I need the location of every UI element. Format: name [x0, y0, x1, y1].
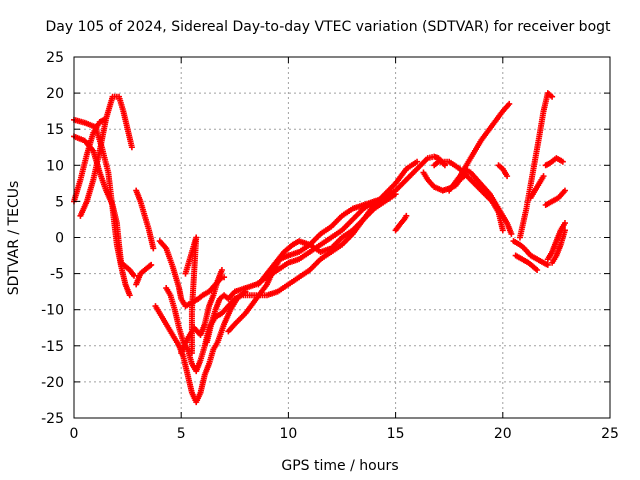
- data-track: [392, 212, 410, 234]
- data-track: [527, 173, 547, 201]
- data-point: [549, 93, 556, 100]
- data-point: [540, 173, 547, 180]
- data-point: [561, 227, 568, 234]
- data-track: [133, 187, 157, 252]
- y-tick-label: 15: [46, 122, 64, 138]
- x-tick-label: 20: [494, 426, 512, 442]
- y-tick-label: -10: [41, 303, 64, 319]
- y-tick-label: -15: [41, 339, 64, 355]
- data-point: [128, 144, 135, 151]
- data-track: [549, 227, 568, 266]
- data-track: [152, 288, 249, 406]
- data-track: [461, 165, 515, 237]
- data-point: [499, 227, 506, 234]
- data-point: [508, 230, 515, 237]
- data-point: [414, 158, 421, 165]
- data-point: [559, 158, 566, 165]
- data-track: [225, 198, 384, 335]
- data-point: [150, 245, 157, 252]
- y-tick-label: -25: [41, 411, 64, 427]
- x-tick-label: 5: [177, 426, 186, 442]
- x-tick-label: 25: [601, 426, 619, 442]
- data-track: [495, 162, 511, 180]
- data-point: [221, 274, 228, 281]
- data-track: [512, 252, 541, 273]
- y-axis: -25 -20 -15 -10 -5 0 5 10 15 20 25: [41, 50, 610, 427]
- data-point: [392, 191, 399, 198]
- y-tick-label: -20: [41, 375, 64, 391]
- chart-title: Day 105 of 2024, Sidereal Day-to-day VTE…: [45, 19, 611, 35]
- data-track: [516, 90, 556, 241]
- y-axis-label: SDTVAR / TECUs: [6, 181, 22, 296]
- x-axis: 0 5 10 15 20 25: [70, 57, 619, 442]
- data-track: [71, 116, 108, 205]
- data-track: [77, 93, 135, 219]
- x-axis-label: GPS time / hours: [281, 458, 398, 474]
- y-tick-label: -5: [50, 267, 64, 283]
- data-track: [178, 266, 225, 357]
- y-tick-label: 25: [46, 50, 64, 66]
- data-point: [506, 100, 513, 107]
- data-track: [542, 187, 568, 209]
- x-tick-label: 15: [387, 426, 405, 442]
- data-point: [561, 187, 568, 194]
- data-point: [126, 292, 133, 299]
- data-point: [561, 220, 568, 227]
- y-tick-label: 5: [55, 194, 64, 210]
- data-point: [148, 261, 155, 268]
- y-tick-label: 10: [46, 158, 64, 174]
- data-point: [131, 272, 138, 279]
- data-points: [71, 90, 568, 406]
- data-track: [542, 155, 566, 169]
- data-point: [403, 212, 410, 219]
- data-point: [218, 266, 225, 273]
- data-point: [188, 350, 195, 357]
- data-point: [534, 266, 541, 273]
- data-track: [182, 234, 200, 357]
- x-tick-label: 10: [279, 426, 297, 442]
- data-track: [510, 238, 551, 268]
- data-track: [163, 158, 421, 375]
- data-point: [504, 173, 511, 180]
- data-track: [255, 191, 399, 288]
- y-tick-label: 0: [55, 231, 64, 247]
- data-point: [544, 261, 551, 268]
- y-tick-label: 20: [46, 86, 64, 102]
- data-track: [133, 261, 155, 288]
- x-tick-label: 0: [70, 426, 79, 442]
